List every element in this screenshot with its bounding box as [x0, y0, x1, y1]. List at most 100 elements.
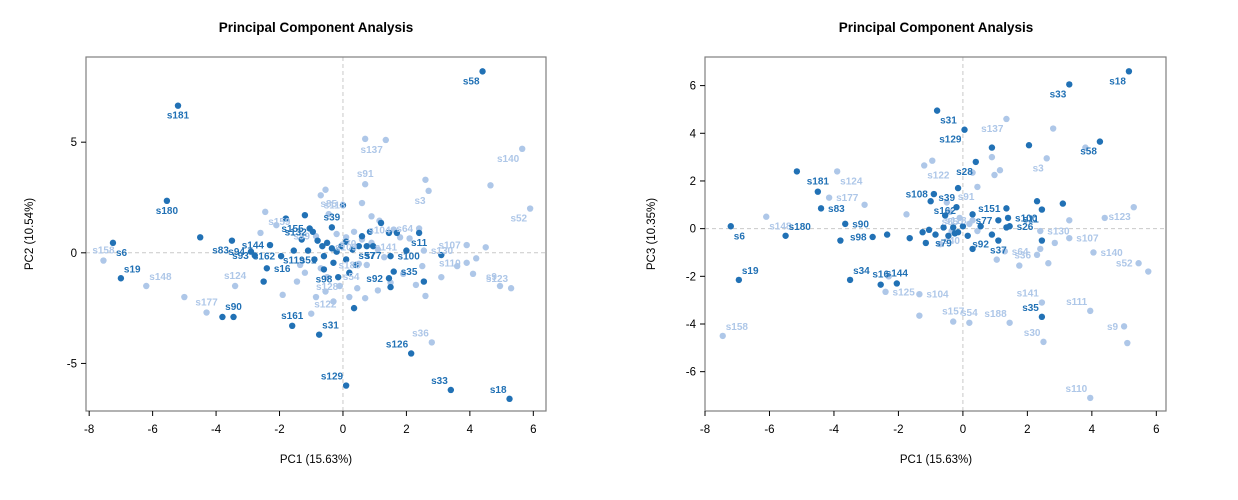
data-point	[1001, 248, 1009, 255]
data-point	[1049, 125, 1057, 132]
point-label: s129	[321, 372, 344, 383]
data-point	[420, 278, 428, 285]
point-label: s140	[1100, 248, 1123, 259]
data-point	[969, 169, 976, 176]
data-point	[363, 242, 370, 250]
data-point	[368, 213, 375, 220]
data-point	[1087, 307, 1094, 315]
data-point	[447, 386, 455, 394]
point-label: s18	[490, 385, 507, 396]
y-tick-label: 0	[71, 248, 77, 260]
data-point	[330, 259, 337, 266]
x-tick-label: -8	[84, 424, 94, 436]
data-point	[1090, 249, 1097, 256]
data-point	[473, 255, 480, 262]
y-tick-label: 5	[71, 137, 77, 149]
point-label: s130	[1047, 227, 1070, 238]
data-point	[1087, 394, 1094, 402]
data-point	[995, 237, 1002, 244]
point-label: s28	[956, 167, 973, 178]
point-label: s132	[285, 227, 308, 238]
point-label: s30	[1024, 328, 1041, 339]
data-point	[482, 244, 489, 251]
point-label: s111	[1066, 297, 1088, 308]
data-point	[735, 276, 743, 284]
x-tick-label: 6	[1153, 424, 1159, 436]
data-point	[320, 266, 328, 273]
data-point	[382, 136, 389, 144]
data-point	[945, 232, 952, 239]
y-tick-label: -5	[67, 358, 77, 370]
data-point	[117, 275, 125, 282]
data-point	[415, 225, 423, 232]
data-point	[506, 395, 513, 403]
data-point	[1003, 205, 1010, 212]
point-label: s40	[943, 236, 960, 247]
data-point	[333, 248, 340, 255]
data-point	[342, 234, 350, 241]
data-point	[349, 246, 356, 253]
point-label: s122	[314, 300, 337, 311]
data-point	[257, 229, 264, 237]
data-point	[1040, 338, 1047, 346]
data-point	[361, 294, 369, 302]
data-point	[352, 261, 359, 269]
data-point	[328, 224, 336, 231]
point-label: s104	[926, 290, 949, 301]
data-point	[308, 310, 315, 317]
data-point	[916, 290, 923, 298]
data-point	[228, 237, 236, 244]
data-point	[1045, 260, 1052, 267]
data-point	[1004, 214, 1012, 222]
point-label: s122	[927, 170, 950, 181]
data-point	[961, 126, 968, 133]
point-label: s119	[283, 256, 305, 267]
data-point	[1038, 313, 1046, 321]
data-point	[385, 275, 393, 282]
point-label: s125	[893, 287, 916, 298]
data-point	[1025, 142, 1033, 149]
data-point	[995, 217, 1002, 224]
data-point	[1124, 339, 1131, 347]
data-point	[387, 283, 394, 291]
data-point	[322, 288, 329, 295]
point-label: s157	[942, 307, 965, 318]
point-label: s51	[300, 256, 317, 267]
point-label: s58	[463, 76, 480, 87]
point-label: s99	[293, 232, 310, 243]
point-label: s108	[906, 190, 929, 201]
point-label: s58	[1080, 147, 1097, 158]
point-label: s123	[486, 274, 509, 285]
data-point	[311, 256, 318, 263]
data-point	[1006, 319, 1013, 326]
y-axis-title-left: PC2 (10.54%)	[24, 198, 36, 270]
data-point	[338, 242, 345, 250]
data-point	[837, 237, 844, 244]
data-point	[339, 202, 347, 209]
point-label: s177	[195, 298, 218, 309]
data-point	[1059, 200, 1067, 207]
data-point	[959, 223, 967, 230]
data-point	[301, 211, 309, 219]
data-point	[1082, 144, 1089, 151]
point-label: s36	[1014, 250, 1031, 261]
point-label: s180	[156, 206, 179, 217]
point-label: s98	[316, 274, 333, 285]
data-point	[1066, 234, 1073, 242]
data-point	[163, 197, 171, 205]
data-point	[293, 278, 301, 285]
data-point	[1038, 237, 1046, 244]
data-point	[381, 254, 388, 261]
data-point	[425, 187, 432, 195]
data-point	[419, 262, 426, 270]
data-point	[428, 339, 435, 346]
plot-border	[85, 56, 547, 412]
point-label: s181	[167, 111, 190, 122]
point-label: s9	[1107, 322, 1119, 333]
point-label: s137	[361, 145, 384, 156]
data-point	[277, 252, 285, 260]
point-label: s92	[366, 274, 383, 285]
point-label: s130	[431, 246, 454, 257]
point-label: s85	[320, 199, 337, 210]
data-point	[333, 230, 340, 238]
